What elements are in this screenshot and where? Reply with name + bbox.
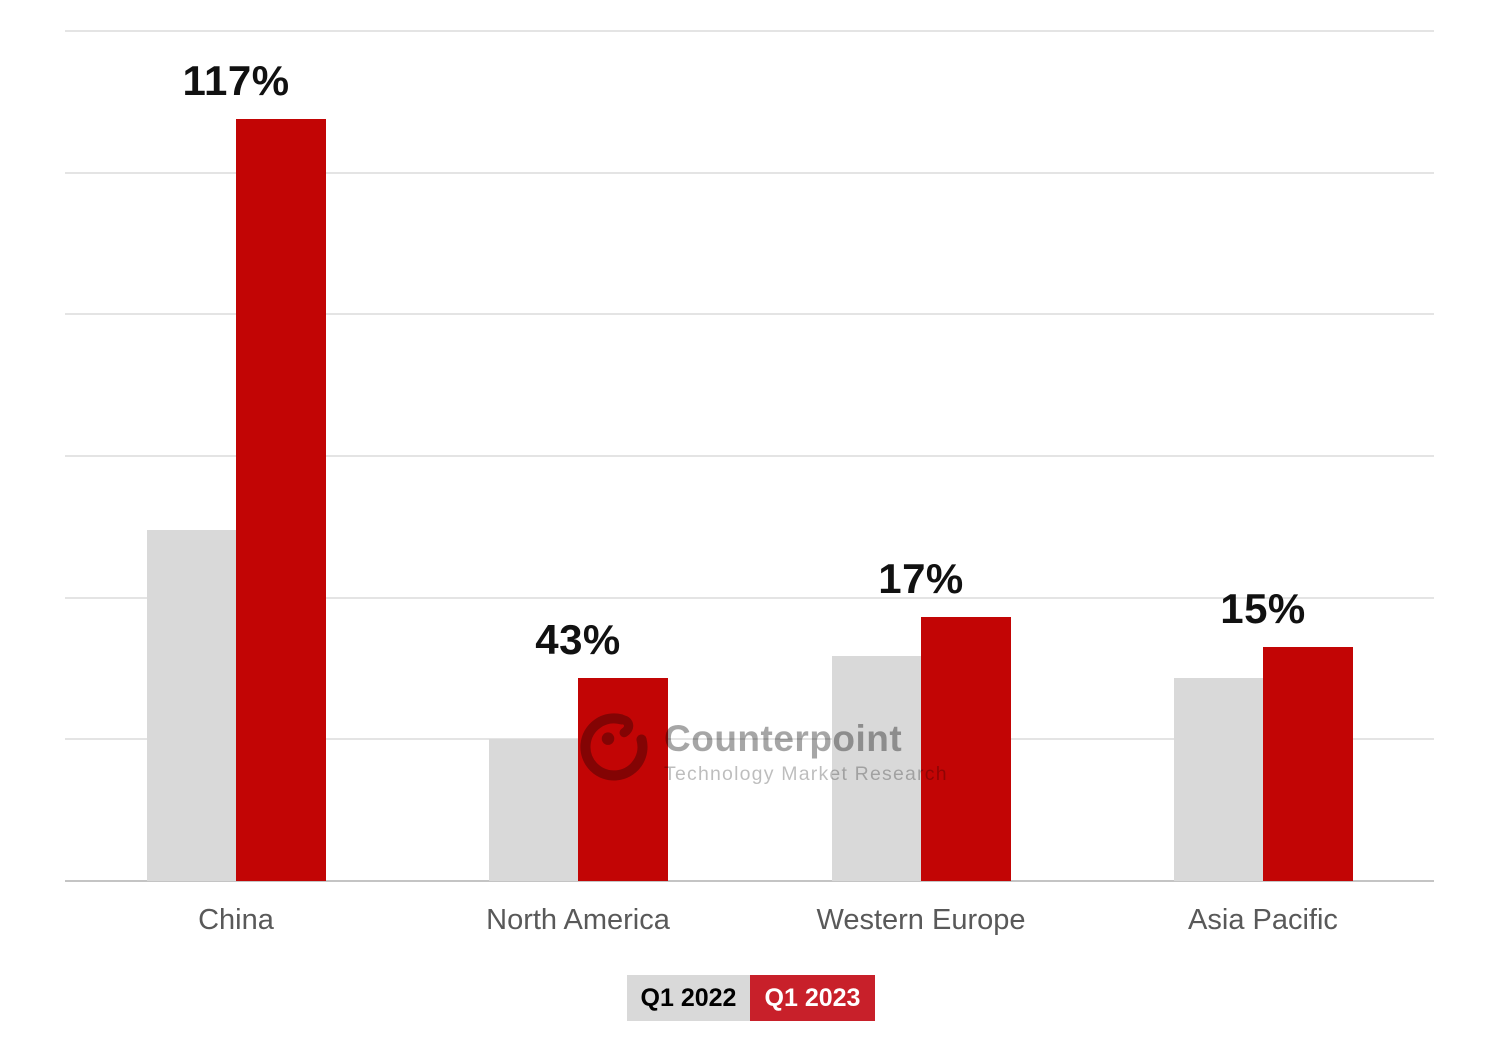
legend-item-q1-2022: Q1 2022 [627,975,750,1021]
x-axis-line [65,880,1434,882]
chart-legend: Q1 2022 Q1 2023 [627,975,875,1021]
bar-q1-2023-asia-pacific [1263,647,1353,881]
gridline [65,171,1434,174]
category-label-asia-pacific: Asia Pacific [1188,904,1338,936]
bar-q1-2022-north-america [489,739,578,881]
legend-item-q1-2023: Q1 2023 [750,975,875,1021]
gridline [65,313,1434,316]
category-label-western-europe: Western Europe [816,904,1026,936]
bar-q1-2022-western-europe [832,656,921,881]
gridline [65,29,1434,32]
gridline [65,596,1434,599]
gridline [65,738,1434,741]
bar-q1-2022-china [147,530,236,881]
data-label-north-america: 43% [535,616,621,663]
category-label-china: China [198,904,274,936]
data-label-china: 117% [182,57,290,104]
category-label-north-america: North America [486,904,670,936]
gridline [65,454,1434,457]
bar-q1-2023-north-america [578,678,668,881]
bar-q1-2022-asia-pacific [1174,678,1263,881]
bar-q1-2023-western-europe [921,617,1011,881]
data-label-asia-pacific: 15% [1220,585,1306,632]
bar-q1-2023-china [236,119,326,881]
data-label-western-europe: 17% [878,555,964,602]
